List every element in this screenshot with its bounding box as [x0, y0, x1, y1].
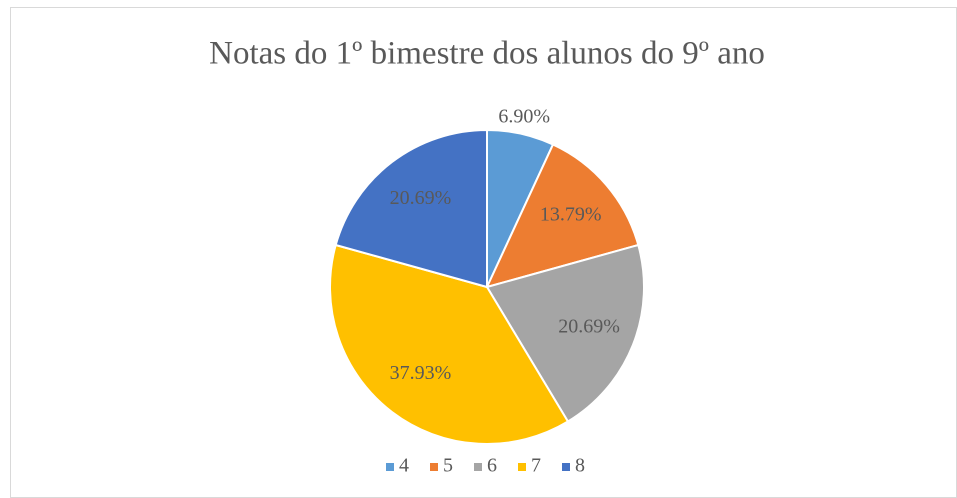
data-label: 37.93%	[390, 362, 452, 384]
pie-slice	[334, 128, 488, 289]
legend-label: 6	[487, 455, 497, 477]
legend-label: 8	[575, 455, 585, 477]
data-label: 20.69%	[390, 187, 452, 209]
pie-slice	[329, 243, 570, 445]
legend-swatch	[474, 463, 482, 471]
data-label: 13.79%	[540, 203, 602, 225]
legend-label: 5	[443, 455, 453, 477]
data-label: 6.90%	[498, 106, 550, 128]
legend-swatch	[386, 463, 394, 471]
legend-swatch	[562, 463, 570, 471]
legend-swatch	[430, 463, 438, 471]
pie-slice	[485, 143, 640, 289]
legend-label: 7	[531, 455, 541, 477]
legend-swatch	[518, 463, 526, 471]
data-label: 20.69%	[558, 315, 620, 337]
chart-title: Notas do 1º bimestre dos alunos do 9º an…	[209, 36, 765, 72]
legend-label: 4	[399, 455, 409, 477]
pie-slice	[485, 243, 645, 423]
